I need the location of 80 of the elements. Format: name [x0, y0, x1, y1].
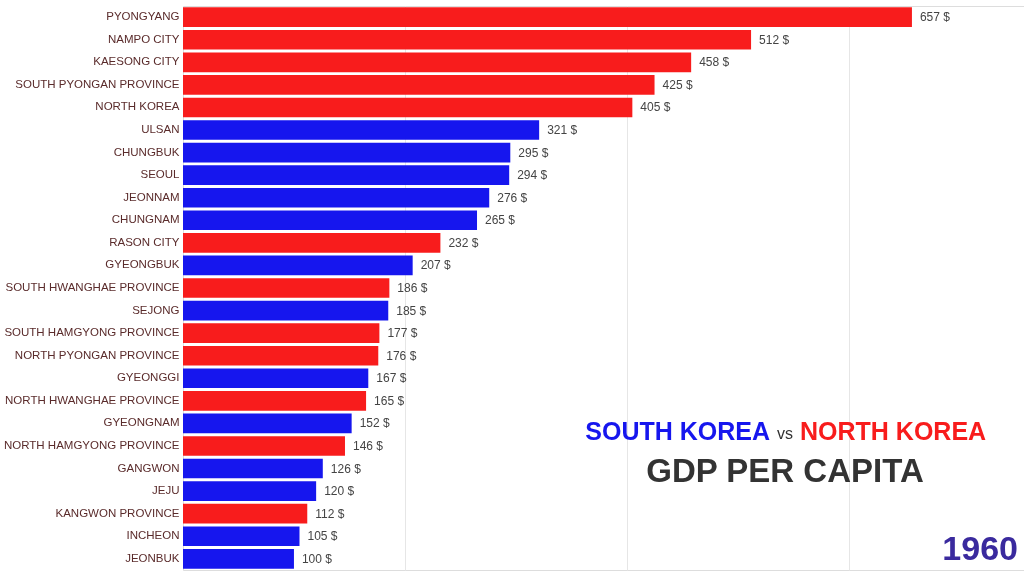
- y-tick-label: GYEONGBUK: [105, 258, 180, 271]
- data-label: 207 $: [420, 258, 452, 273]
- data-label: 232 $: [448, 235, 479, 250]
- y-tick-label: KAESONG CITY: [93, 55, 180, 68]
- bar: [183, 391, 367, 411]
- data-label: 321 $: [547, 123, 578, 138]
- data-label: 294 $: [517, 168, 548, 183]
- data-label: 177 $: [387, 326, 418, 341]
- y-tick-label: KANGWON PROVINCE: [55, 506, 180, 519]
- data-label: 185 $: [396, 303, 427, 318]
- y-tick-label: RASON CITY: [109, 235, 180, 248]
- data-label: 425 $: [662, 77, 693, 92]
- y-tick-label: NORTH KOREA: [95, 100, 180, 113]
- y-tick-label: GANGWON: [117, 461, 180, 474]
- y-tick-label: PYONGYANG: [106, 10, 180, 23]
- y-tick-label: SOUTH PYONGAN PROVINCE: [15, 77, 180, 90]
- y-tick-label: SEJONG: [132, 303, 180, 316]
- bar: [183, 120, 540, 140]
- data-label: 265 $: [485, 213, 516, 228]
- data-label: 167 $: [376, 371, 407, 386]
- bar: [183, 503, 308, 524]
- bar: [183, 210, 478, 231]
- y-tick-label: GYEONGGI: [116, 371, 180, 384]
- data-label: 176 $: [386, 348, 417, 363]
- data-label: 276 $: [497, 190, 528, 205]
- bar: [183, 278, 390, 298]
- y-tick-label: NORTH HAMGYONG PROVINCE: [4, 438, 180, 451]
- y-tick-label: NORTH PYONGAN PROVINCE: [14, 348, 180, 361]
- bar: [183, 52, 692, 73]
- data-label: 152 $: [359, 416, 390, 431]
- data-label: 295 $: [518, 145, 549, 160]
- data-label: 120 $: [324, 484, 355, 499]
- data-label: 512 $: [759, 32, 790, 47]
- data-label: 186 $: [397, 281, 428, 295]
- bar: [183, 323, 380, 343]
- y-tick-label: JEONBUK: [125, 551, 180, 564]
- bar: [183, 526, 300, 547]
- bar: [183, 233, 441, 253]
- y-tick-label: CHUNGBUK: [113, 145, 180, 158]
- bar: [183, 549, 294, 569]
- data-label: 112 $: [315, 506, 345, 521]
- y-tick-label: JEJU: [152, 484, 180, 497]
- bar: [183, 75, 655, 95]
- y-tick-label: GYEONGNAM: [103, 416, 180, 429]
- data-label: 146 $: [352, 438, 384, 453]
- data-label: 165 $: [374, 393, 405, 408]
- data-label: 405 $: [640, 100, 671, 115]
- bar: [183, 345, 379, 366]
- bar: [183, 97, 633, 118]
- y-tick-label: NAMPO CITY: [107, 32, 180, 45]
- text: NORTH KOREA: [800, 417, 987, 445]
- bar: [183, 481, 317, 501]
- bar: [183, 458, 323, 479]
- text: GDP PER CAPITA: [646, 452, 924, 489]
- bar: [183, 187, 490, 208]
- bar: [183, 165, 510, 185]
- annotation: vs: [777, 425, 793, 442]
- y-tick-label: NORTH HWANGHAE PROVINCE: [5, 393, 180, 406]
- y-tick-label: ULSAN: [141, 123, 180, 136]
- data-label: 100 $: [301, 551, 333, 566]
- y-tick-label: SEOUL: [140, 168, 181, 181]
- data-label: 657 $: [919, 10, 951, 25]
- data-label: 458 $: [699, 55, 730, 70]
- bar: [183, 142, 511, 163]
- bar: [183, 300, 389, 321]
- bar: [183, 29, 752, 50]
- data-label: 105 $: [307, 529, 338, 544]
- bar: [183, 7, 912, 27]
- y-tick-label: SOUTH HAMGYONG PROVINCE: [4, 326, 180, 339]
- data-label: 126 $: [330, 461, 362, 476]
- bar: [183, 413, 352, 434]
- y-tick-label: INCHEON: [126, 529, 180, 542]
- bar: [183, 436, 345, 456]
- bar: [183, 368, 369, 389]
- text: SOUTH KOREA: [585, 417, 770, 445]
- y-tick-label: CHUNGNAM: [111, 213, 180, 226]
- y-tick-label: JEONNAM: [123, 190, 180, 203]
- annotation: 1960: [942, 529, 1018, 567]
- y-tick-label: SOUTH HWANGHAE PROVINCE: [5, 281, 180, 293]
- bar: [183, 255, 413, 276]
